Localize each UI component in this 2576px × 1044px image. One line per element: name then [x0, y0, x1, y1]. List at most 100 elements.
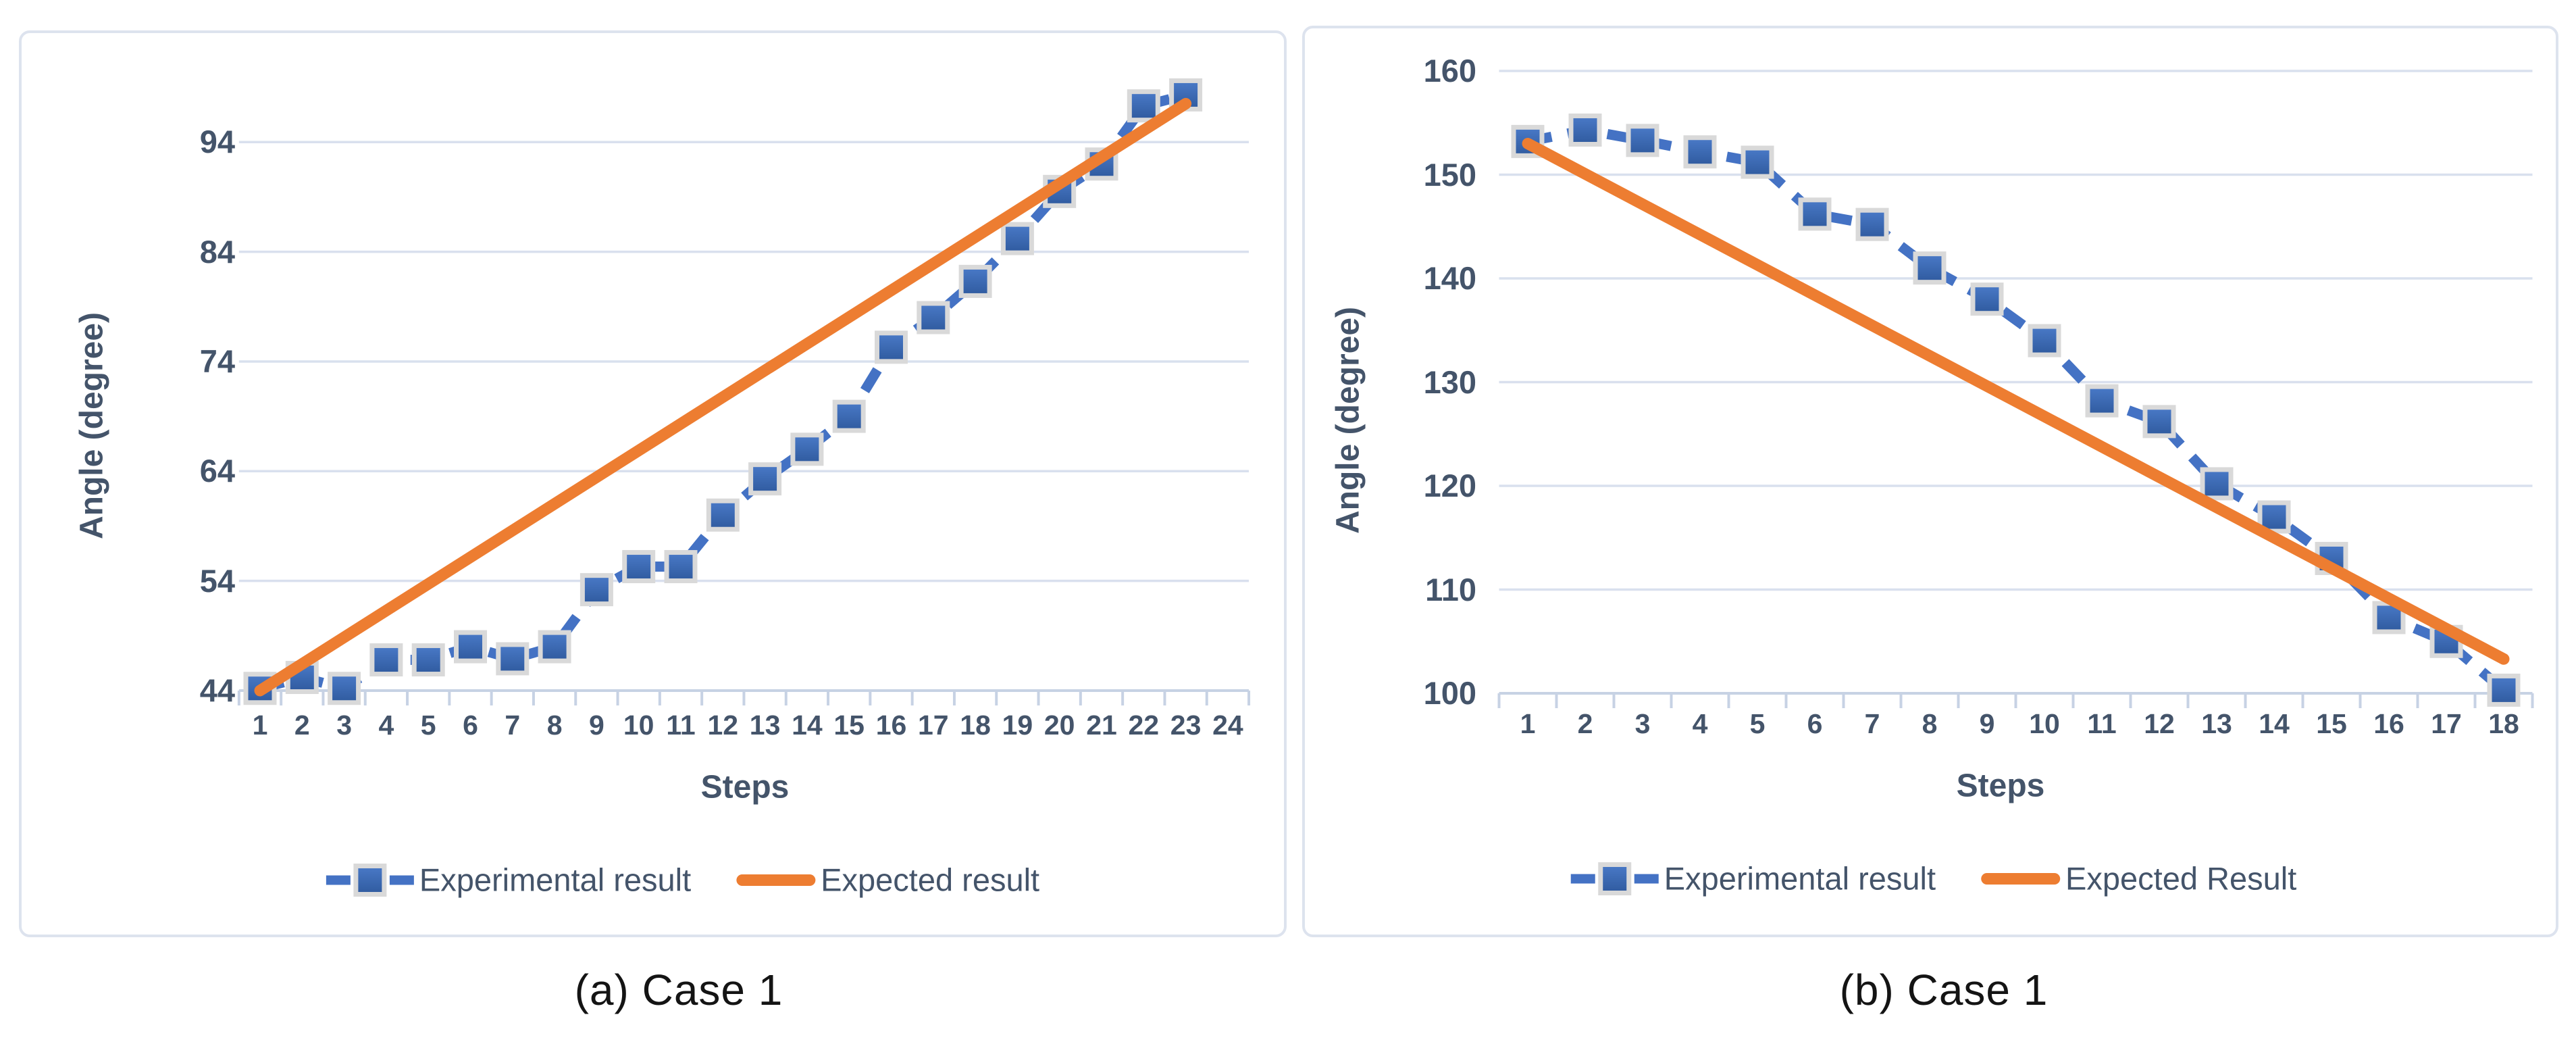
data-point-marker-b — [1970, 282, 2004, 316]
x-tick-label-a: 6 — [463, 710, 478, 741]
legend-item-expected-b: Expected Result — [1980, 860, 2296, 897]
data-point-marker-b — [2200, 467, 2234, 501]
legend-item-experimental-a: Experimental result — [325, 862, 691, 899]
experimental-series-legend-icon — [326, 863, 414, 897]
x-tick-label-a: 18 — [960, 710, 991, 741]
data-point-marker-b — [1626, 124, 1659, 157]
y-axis-title-b: Angle (degree) — [1330, 306, 1366, 535]
data-point-marker-a — [748, 462, 782, 496]
x-tick-label-b: 15 — [2316, 708, 2347, 739]
legend-label-experimental-a: Experimental result — [419, 862, 692, 898]
x-tick-label-a: 23 — [1170, 710, 1202, 741]
x-tick-label-b: 7 — [1864, 708, 1880, 739]
data-point-marker-b — [2085, 384, 2119, 418]
data-point-marker-b — [1855, 207, 1889, 241]
x-tick-label-a: 20 — [1044, 710, 1075, 741]
expected-series-legend-icon — [736, 874, 816, 886]
experimental-series-line-b — [1526, 125, 2507, 695]
x-tick-label-a: 21 — [1086, 710, 1117, 741]
x-tick-label-a: 17 — [917, 710, 949, 741]
data-point-marker-a — [622, 550, 656, 584]
data-point-marker-a — [875, 330, 908, 364]
x-tick-label-b: 3 — [1634, 708, 1651, 739]
x-tick-label-a: 10 — [623, 710, 654, 741]
x-tick-label-a: 9 — [588, 710, 604, 741]
x-tick-label-a: 16 — [875, 710, 907, 741]
y-tick-label-a: 64 — [199, 453, 235, 489]
x-tick-label-a: 22 — [1128, 710, 1160, 741]
data-point-marker-a — [1127, 89, 1160, 123]
legend-label-expected-a: Expected result — [821, 862, 1040, 898]
y-tick-label-a: 44 — [199, 672, 235, 708]
y-tick-label-a: 84 — [199, 233, 235, 270]
x-tick-label-b: 2 — [1577, 708, 1593, 739]
x-tick-label-b: 14 — [2259, 708, 2290, 739]
x-tick-label-b: 5 — [1749, 708, 1766, 739]
y-tick-label-b: 140 — [1423, 260, 1476, 296]
y-axis-title-a: Angle (degree) — [74, 312, 110, 540]
expected-series-legend-icon — [1981, 872, 2061, 885]
y-tick-label-b: 150 — [1423, 156, 1476, 193]
data-point-marker-a — [790, 432, 824, 466]
x-axis-title-a: Steps — [700, 769, 790, 805]
x-tick-label-b: 17 — [2431, 708, 2462, 739]
data-point-marker-a — [496, 642, 530, 676]
x-tick-label-b: 18 — [2488, 708, 2519, 739]
data-point-marker-b — [1683, 135, 1717, 169]
legend-b: Experimental result Expected Result — [1570, 860, 2296, 897]
data-point-marker-a — [328, 672, 361, 705]
y-tick-label-a: 54 — [199, 562, 235, 599]
data-point-marker-a — [706, 498, 740, 532]
caption-b: (b) Case 1 — [1839, 966, 2049, 1014]
x-tick-label-a: 2 — [294, 710, 310, 741]
x-tick-label-b: 1 — [1520, 708, 1536, 739]
data-point-marker-b — [2487, 673, 2521, 707]
data-point-marker-a — [832, 399, 866, 433]
x-tick-label-b: 16 — [2373, 708, 2404, 739]
data-point-marker-a — [369, 643, 403, 677]
legend-item-expected-a: Expected result — [736, 862, 1039, 899]
expected-series-line-b — [1522, 138, 2510, 665]
data-point-marker-a — [958, 264, 992, 298]
legend-label-experimental-b: Experimental result — [1664, 860, 1936, 897]
data-point-marker-a — [579, 573, 613, 607]
x-tick-label-b: 4 — [1692, 708, 1708, 739]
x-tick-label-a: 13 — [749, 710, 781, 741]
data-point-marker-a — [454, 630, 487, 664]
x-tick-label-a: 4 — [378, 710, 394, 741]
data-point-marker-b — [1798, 197, 1832, 231]
x-tick-label-a: 11 — [666, 710, 696, 741]
data-point-marker-a — [538, 630, 571, 664]
caption-a: (a) Case 1 — [574, 966, 783, 1014]
data-point-marker-b — [2028, 324, 2061, 357]
chart-panel-b — [1302, 26, 2558, 937]
x-axis-title-b: Steps — [1956, 768, 2045, 804]
data-point-marker-a — [411, 643, 445, 677]
x-tick-label-a: 12 — [707, 710, 739, 741]
x-tick-label-a: 1 — [252, 710, 268, 741]
legend-label-expected-b: Expected Result — [2065, 860, 2297, 897]
x-tick-label-a: 8 — [546, 710, 563, 741]
data-point-marker-a — [917, 301, 950, 334]
x-tick-label-b: 13 — [2201, 708, 2232, 739]
data-point-marker-a — [1000, 222, 1034, 255]
experimental-series-legend-icon — [1570, 862, 1659, 895]
x-tick-label-b: 9 — [1979, 708, 1995, 739]
y-tick-label-b: 120 — [1423, 468, 1476, 503]
x-tick-label-b: 11 — [2087, 708, 2117, 739]
data-point-marker-b — [1741, 145, 1774, 179]
x-tick-label-b: 12 — [2144, 708, 2175, 739]
x-tick-label-a: 5 — [420, 710, 436, 741]
expected-series-line-a — [254, 97, 1192, 697]
y-tick-label-b: 130 — [1423, 364, 1476, 400]
data-point-marker-b — [1568, 113, 1602, 147]
data-point-marker-a — [664, 550, 698, 584]
legend-item-experimental-b: Experimental result — [1570, 860, 1936, 897]
x-tick-label-a: 7 — [505, 710, 521, 741]
data-point-marker-b — [1913, 251, 1947, 285]
data-point-marker-b — [2142, 405, 2176, 439]
x-tick-label-a: 15 — [833, 710, 865, 741]
x-tick-label-a: 24 — [1212, 710, 1243, 741]
x-tick-label-a: 19 — [1002, 710, 1033, 741]
